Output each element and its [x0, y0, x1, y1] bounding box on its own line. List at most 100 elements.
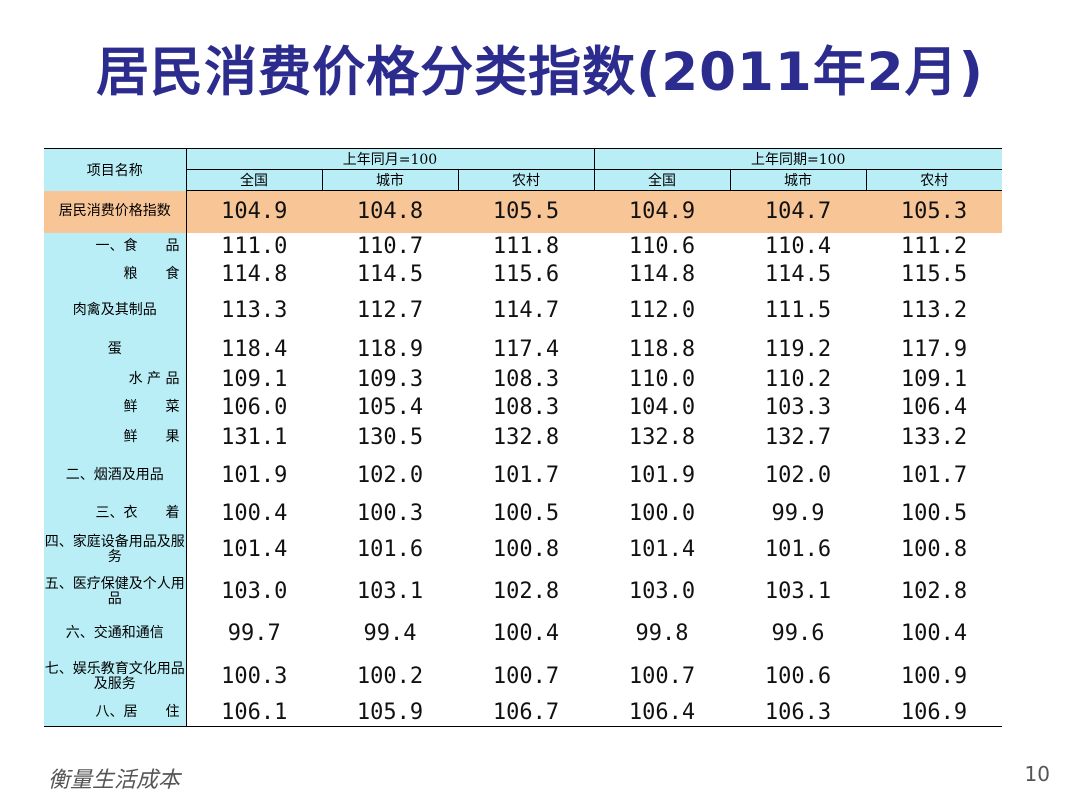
row-label: 肉禽及其制品: [44, 287, 187, 333]
table-cell: 100.4: [492, 621, 560, 646]
table-cell: 114.8: [221, 261, 288, 287]
table-cell: 100.7: [492, 664, 560, 689]
table-row: 鲜 菜 106.0 105.4 108.3 104.0 103.3 106.4: [44, 392, 1002, 423]
table-cell: 110.0: [628, 366, 696, 392]
table-cell: 104.9: [594, 190, 730, 233]
table-cell: 99.9: [771, 500, 825, 526]
table-cell: 100.8: [900, 537, 968, 562]
row-label: 蛋: [44, 332, 187, 366]
row-label: 居民消费价格指数: [44, 190, 187, 233]
cpi-table: 项目名称 上年同月=100 上年同期=100 全国 城市 农村 全国 城市 农村…: [44, 148, 1002, 727]
table-cell: 106.3: [730, 698, 866, 727]
table-cell: 108.3: [492, 395, 560, 420]
table-cell: 106.0: [221, 395, 288, 420]
table-cell: 111.5: [764, 297, 832, 323]
table-row: 六、交通和通信 99.7 99.4 100.4 99.8 99.6 100.4: [44, 612, 1002, 655]
table-cell: 103.0: [221, 579, 288, 604]
slide-title: 居民消费价格分类指数(2011年2月): [96, 42, 984, 103]
table-cell: 110.6: [628, 234, 696, 259]
table-cell: 109.3: [356, 366, 424, 392]
table-cell: 106.9: [866, 698, 1002, 727]
table-cell: 108.3: [492, 366, 560, 392]
row-label: 水 产 品: [44, 365, 187, 393]
table-cell: 100.3: [356, 500, 424, 526]
row-label: 粮 食: [44, 260, 187, 288]
table-row: 肉禽及其制品 113.3 112.7 114.7 112.0 111.5 113…: [44, 287, 1002, 333]
table-cell: 114.8: [628, 261, 696, 287]
table-cell: 100.4: [221, 500, 288, 526]
table-cell: 100.8: [492, 537, 560, 562]
table-row: 粮 食 114.8 114.5 115.6 114.8 114.5 115.5: [44, 260, 1002, 288]
table-row: 鲜 果 131.1 130.5 132.8 132.8 132.7 133.2: [44, 422, 1002, 453]
table-cell: 113.3: [221, 297, 288, 323]
table-cell: 109.1: [900, 366, 968, 392]
table-cell: 101.7: [900, 462, 968, 488]
table-row: 八、居 住 106.1 105.9 106.7 106.4 106.3 106.…: [44, 698, 1002, 727]
table-cell: 111.8: [492, 234, 560, 259]
column-header: 农村: [865, 169, 1002, 191]
table-cell: 110.4: [764, 234, 832, 259]
table-cell: 99.4: [363, 621, 417, 646]
table-corner-header: 项目名称: [44, 148, 186, 191]
table-row: 一、食 品 111.0 110.7 111.8 110.6 110.4 111.…: [44, 232, 1002, 261]
table-cell: 105.9: [322, 698, 458, 727]
table-cell: 100.9: [900, 664, 968, 689]
table-cell: 100.7: [628, 664, 696, 689]
row-label: 八、居 住: [44, 698, 187, 727]
table-row: 蛋 118.4 118.9 117.4 118.8 119.2 117.9: [44, 332, 1002, 366]
table-cell: 115.6: [492, 261, 560, 287]
table-cell: 103.1: [356, 579, 424, 604]
table-cell: 114.5: [764, 261, 832, 287]
row-label: 六、交通和通信: [44, 612, 187, 655]
table-cell: 101.4: [628, 537, 696, 562]
table-cell: 109.1: [221, 366, 288, 392]
group-header-same-period: 上年同期=100: [593, 148, 1002, 170]
slide-footer: 衡量生活成本: [48, 768, 181, 793]
table-cell: 110.7: [356, 234, 424, 259]
table-cell: 101.7: [492, 462, 560, 488]
column-header: 农村: [457, 169, 594, 191]
row-label: 鲜 菜: [44, 392, 187, 423]
table-row: 二、烟酒及用品 101.9 102.0 101.7 101.9 102.0 10…: [44, 452, 1002, 498]
page-number: 10: [1024, 762, 1050, 786]
table-row: 五、医疗保健及个人用品 103.0 103.1 102.8 103.0 103.…: [44, 570, 1002, 613]
table-cell: 118.4: [221, 336, 288, 362]
table-cell: 99.8: [635, 621, 689, 646]
table-cell: 100.5: [492, 500, 560, 526]
table-cell: 106.4: [594, 698, 730, 727]
table-cell: 117.9: [900, 336, 968, 362]
table-cell: 111.0: [221, 234, 288, 259]
table-cell: 105.3: [866, 190, 1002, 233]
table-row: 四、家庭设备用品及服务 101.4 101.6 100.8 101.4 101.…: [44, 528, 1002, 571]
row-label: 一、食 品: [44, 232, 187, 261]
table-cell: 112.7: [356, 297, 424, 323]
table-cell: 113.2: [900, 297, 968, 323]
table-cell: 104.0: [628, 395, 696, 420]
table-cell: 110.2: [764, 366, 832, 392]
table-cell: 100.6: [764, 664, 832, 689]
table-row: 七、娱乐教育文化用品及服务 100.3 100.2 100.7 100.7 10…: [44, 654, 1002, 699]
table-cell: 105.4: [356, 395, 424, 420]
table-row-total: 居民消费价格指数 104.9 104.8 105.5 104.9 104.7 1…: [44, 190, 1002, 233]
table-cell: 106.4: [900, 395, 968, 420]
table-cell: 106.7: [458, 698, 594, 727]
table-cell: 101.6: [356, 537, 424, 562]
table-cell: 101.9: [221, 462, 288, 488]
table-cell: 130.5: [356, 425, 424, 450]
table-cell: 99.7: [227, 621, 281, 646]
table-cell: 103.3: [764, 395, 832, 420]
group-header-same-month: 上年同月=100: [185, 148, 594, 170]
table-cell: 133.2: [900, 425, 968, 450]
table-cell: 119.2: [764, 336, 832, 362]
table-cell: 100.5: [900, 500, 968, 526]
table-cell: 99.6: [771, 621, 825, 646]
row-label: 四、家庭设备用品及服务: [44, 528, 187, 571]
table-cell: 132.7: [764, 425, 832, 450]
row-label: 三、衣 着: [44, 497, 187, 529]
table-cell: 103.1: [764, 579, 832, 604]
table-cell: 104.7: [730, 190, 866, 233]
table-cell: 100.0: [628, 500, 696, 526]
table-row: 水 产 品 109.1 109.3 108.3 110.0 110.2 109.…: [44, 365, 1002, 393]
row-label: 二、烟酒及用品: [44, 452, 187, 498]
table-cell: 104.8: [322, 190, 458, 233]
